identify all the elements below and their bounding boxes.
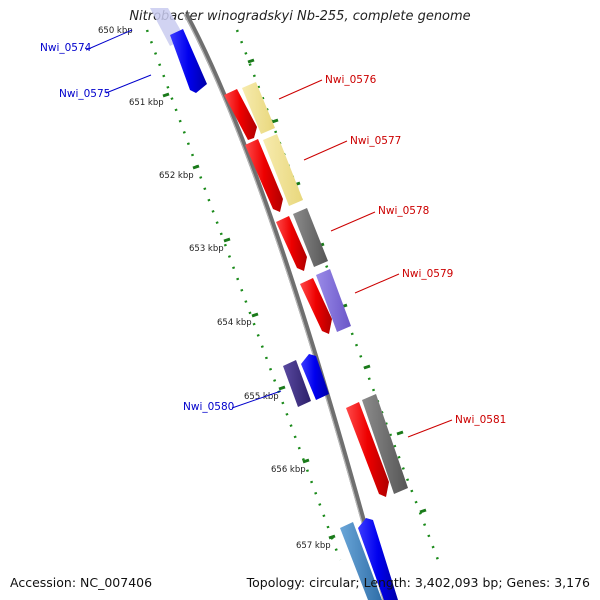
feature-block-gray-1[interactable] [293,208,328,267]
gene-Nwi_0578[interactable] [276,216,307,271]
map-title: Nitrobacter winogradskyi Nb-255, complet… [129,9,471,24]
tick-label: 653 kbp [189,244,224,254]
gene-bottom-blue[interactable] [358,518,398,600]
gene-label-Nwi_0579[interactable]: Nwi_0579 [402,268,453,280]
backbone-highlight [183,13,384,600]
tick-label: 655 kbp [244,392,279,402]
gene-label-Nwi_0578[interactable]: Nwi_0578 [378,205,429,217]
gene-label-Nwi_0576[interactable]: Nwi_0576 [325,74,377,86]
gene-label-Nwi_0580[interactable]: Nwi_0580 [183,401,234,413]
inner-guide-dashes [162,92,336,540]
tick-label: 652 kbp [159,171,194,181]
tick-label: 657 kbp [296,541,331,551]
gene-Nwi_0580[interactable] [301,354,329,400]
tick-label: 656 kbp [271,465,306,475]
gene-Nwi_0576[interactable] [224,89,257,140]
gene-labels: Nwi_0574 Nwi_0575 Nwi_0576 Nwi_0577 Nwi_… [40,42,506,426]
feature-block-navy[interactable] [283,360,311,407]
tick-label: 651 kbp [129,98,164,108]
feature-block-gray-2[interactable] [362,394,408,494]
genome-summary-text: Topology: circular; Length: 3,402,093 bp… [246,575,590,590]
tick-label: 650 kbp [98,26,133,36]
scale-ticks: 650 kbp 651 kbp 652 kbp 653 kbp 654 kbp … [98,26,331,551]
accession-text: Accession: NC_007406 [10,575,153,590]
gene-Nwi_0581[interactable] [346,402,389,497]
gene-Nwi_0577[interactable] [245,139,283,212]
gene-Nwi_0579[interactable] [300,278,332,334]
gene-label-Nwi_0577[interactable]: Nwi_0577 [350,135,401,147]
feature-block-yellow-2[interactable] [263,134,303,206]
callout-lines [85,29,453,438]
gene-Nwi_0575[interactable] [170,29,207,93]
tick-label: 654 kbp [217,318,252,328]
feature-block-yellow-1[interactable] [242,82,275,134]
gene-label-Nwi_0575[interactable]: Nwi_0575 [59,88,110,100]
feature-block-purple[interactable] [316,269,351,332]
feature-block-teal[interactable] [340,522,382,600]
gene-label-Nwi_0581[interactable]: Nwi_0581 [455,414,506,426]
gene-label-Nwi_0574[interactable]: Nwi_0574 [40,42,92,54]
backbone-line [183,12,388,600]
